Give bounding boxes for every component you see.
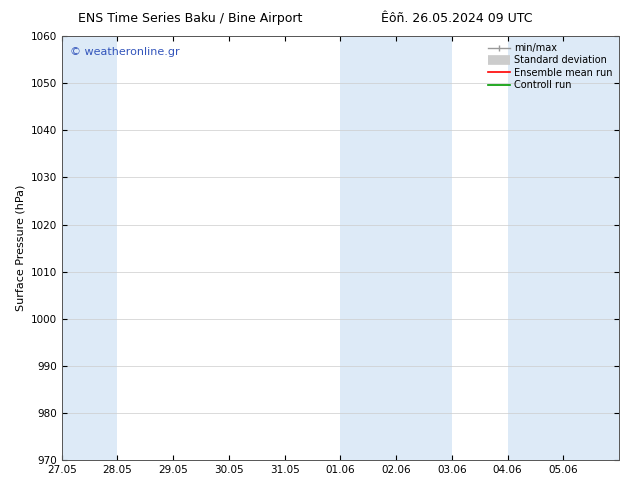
Bar — [61, 36, 117, 460]
Text: ENS Time Series Baku / Bine Airport: ENS Time Series Baku / Bine Airport — [78, 12, 302, 25]
Legend: min/max, Standard deviation, Ensemble mean run, Controll run: min/max, Standard deviation, Ensemble me… — [484, 39, 616, 94]
Y-axis label: Surface Pressure (hPa): Surface Pressure (hPa) — [15, 185, 25, 311]
Text: © weatheronline.gr: © weatheronline.gr — [70, 47, 179, 57]
Text: Êôñ. 26.05.2024 09 UTC: Êôñ. 26.05.2024 09 UTC — [381, 12, 532, 25]
Bar — [340, 36, 452, 460]
Bar — [508, 36, 619, 460]
